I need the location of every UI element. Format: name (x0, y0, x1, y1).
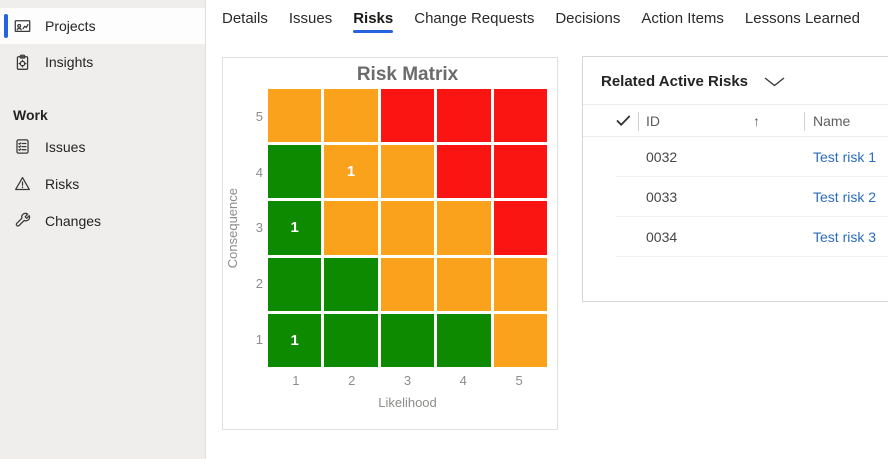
risk-name-link[interactable]: Test risk 1 (813, 149, 877, 165)
sort-ascending-icon[interactable]: ↑ (753, 112, 760, 129)
x-axis-label: Likelihood (378, 395, 437, 410)
related-risks-panel: Related Active Risks ID ↑ Name 0032 Test … (582, 56, 888, 302)
tab-issues[interactable]: Issues (288, 10, 333, 27)
matrix-cell-c4-l5[interactable] (493, 145, 547, 199)
sidebar-item-label: Risks (45, 175, 80, 192)
matrix-cell-c2-l5[interactable] (493, 257, 547, 311)
matrix-cell-c2-l3[interactable] (380, 257, 435, 311)
matrix-cell-c1-l3[interactable] (380, 313, 435, 367)
matrix-cell-c5-l3[interactable] (380, 89, 435, 143)
matrix-cell-count: 1 (290, 331, 299, 349)
y-tick: 5 (255, 109, 263, 125)
matrix-cell-c2-l1[interactable] (268, 257, 322, 311)
risk-name-link[interactable]: Test risk 3 (813, 229, 877, 245)
sidebar-item-label: Changes (45, 212, 102, 229)
y-tick: 4 (255, 164, 263, 180)
y-tick: 1 (255, 331, 263, 347)
sidebar-item-label: Insights (45, 54, 94, 70)
sidebar-item-label: Projects (45, 18, 96, 34)
matrix-cell-c5-l5[interactable] (493, 89, 547, 143)
matrix-cell-c4-l3[interactable] (380, 145, 435, 199)
sidebar-item-changes[interactable]: Changes (0, 202, 205, 239)
risk-name-cell: Test risk 2 (813, 177, 876, 217)
tab-risks[interactable]: Risks (353, 8, 394, 36)
matrix-cell-c2-l2[interactable] (324, 257, 378, 311)
matrix-cell-c2-l4[interactable] (437, 257, 491, 311)
risk-id-cell: 0034 (646, 229, 678, 245)
column-divider (638, 112, 639, 131)
matrix-cell-c3-l2[interactable] (324, 201, 378, 255)
risk-id-cell: 0033 (646, 189, 678, 205)
matrix-cell-c1-l1[interactable]: 1 (268, 313, 322, 367)
risk-name-cell: Test risk 1 (813, 137, 876, 177)
matrix-cell-c5-l1[interactable] (268, 89, 322, 143)
matrix-cell-c3-l1[interactable]: 1 (268, 201, 322, 255)
tab-action-items[interactable]: Action Items (641, 10, 724, 27)
sidebar-item-projects[interactable]: Projects (0, 8, 205, 44)
risk-table-header: ID ↑ Name (583, 104, 888, 137)
matrix-cell-c5-l2[interactable] (324, 89, 378, 143)
x-tick: 2 (348, 373, 356, 388)
selected-indicator (4, 14, 8, 38)
x-tick: 5 (515, 373, 523, 388)
tab-decisions[interactable]: Decisions (555, 10, 621, 27)
risk-matrix-grid: 1 1 1 (268, 89, 547, 367)
y-axis-ticks: 5 4 3 2 1 (241, 89, 263, 367)
risk-name-cell: Test risk 3 (813, 217, 876, 257)
x-tick: 3 (403, 373, 412, 388)
wrench-icon (13, 212, 31, 230)
matrix-cell-c1-l5[interactable] (493, 313, 547, 367)
column-divider (804, 112, 805, 131)
sidebar-item-risks[interactable]: Risks (0, 165, 205, 202)
panel-title: Related Active Risks (601, 73, 749, 90)
table-row[interactable]: 0033 Test risk 2 (583, 177, 888, 217)
risk-id-cell: 0032 (646, 149, 678, 165)
matrix-cell-c4-l4[interactable] (437, 145, 491, 199)
issues-icon (13, 138, 31, 156)
row-separator (616, 216, 888, 217)
tab-change-requests[interactable]: Change Requests (414, 10, 535, 27)
sidebar: Projects Insights Work (0, 0, 206, 459)
sidebar-item-insights[interactable]: Insights (0, 44, 205, 80)
matrix-cell-c1-l2[interactable] (324, 313, 378, 367)
sidebar-item-issues[interactable]: Issues (0, 128, 205, 165)
matrix-cell-c3-l4[interactable] (437, 201, 491, 255)
sidebar-item-label: Issues (45, 138, 86, 155)
column-header-name[interactable]: Name (813, 112, 851, 129)
x-tick: 4 (459, 373, 467, 388)
chart-title: Risk Matrix (356, 64, 459, 85)
sidebar-section-work: Work (13, 107, 48, 123)
row-separator (616, 256, 888, 257)
x-axis-ticks: 1 2 3 4 5 (268, 373, 547, 388)
tab-lessons-learned[interactable]: Lessons Learned (744, 10, 860, 27)
tab-bar: Details Issues Risks Change Requests Dec… (206, 0, 888, 40)
tab-details[interactable]: Details (222, 10, 268, 27)
column-header-id[interactable]: ID (646, 112, 660, 129)
matrix-cell-c3-l5[interactable] (493, 201, 547, 255)
projects-icon (13, 17, 31, 35)
risk-name-link[interactable]: Test risk 2 (813, 189, 877, 205)
matrix-cell-c5-l4[interactable] (437, 89, 491, 143)
y-tick: 3 (255, 220, 263, 236)
risk-table-body: 0032 Test risk 1 0033 Test risk 2 0034 Test r… (583, 137, 888, 257)
insights-icon (13, 53, 31, 71)
x-tick: 1 (292, 373, 300, 388)
table-row[interactable]: 0034 Test risk 3 (583, 217, 888, 257)
y-axis-label: Consequence (224, 187, 240, 269)
matrix-cell-count: 1 (346, 163, 356, 181)
chevron-down-icon[interactable] (764, 76, 785, 87)
row-separator (616, 176, 888, 177)
y-tick: 2 (255, 276, 263, 292)
matrix-cell-c1-l4[interactable] (437, 313, 491, 367)
matrix-cell-c4-l1[interactable] (268, 145, 322, 199)
matrix-cell-count: 1 (290, 219, 299, 237)
warning-triangle-icon (13, 175, 31, 193)
matrix-cell-c3-l3[interactable] (380, 201, 435, 255)
matrix-cell-c4-l2[interactable]: 1 (324, 145, 378, 199)
table-row[interactable]: 0032 Test risk 1 (583, 137, 888, 177)
select-all-checkmark-icon[interactable] (616, 105, 631, 136)
